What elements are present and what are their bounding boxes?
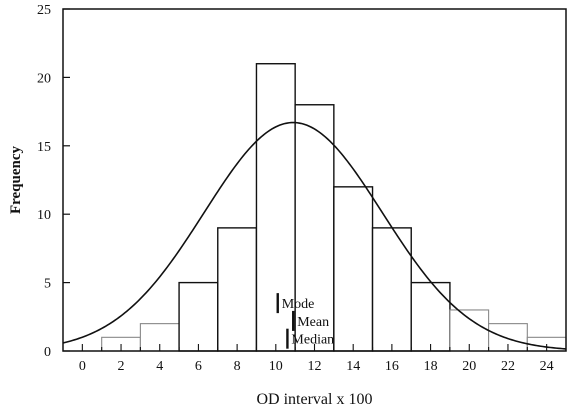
y-tick-label: 20 [37,71,51,86]
histogram-bar-5 [294,104,335,352]
histogram-bar-4 [255,63,296,352]
x-tick-label: 8 [234,359,241,374]
x-tick-label: 20 [462,359,476,374]
annotations: Mode Mean Median [276,293,334,349]
histogram-bar-6 [333,186,374,352]
y-axis-label: Frequency [8,145,24,214]
histogram-bar-7 [371,227,412,352]
x-tick-label: 0 [79,359,86,374]
x-tick-label: 16 [385,359,399,374]
y-axis: 0 5 10 15 20 25 [37,3,70,360]
x-tick-label: 2 [118,359,125,374]
histogram-bar-3 [217,227,258,352]
y-tick-label: 15 [37,140,51,155]
annotation-label: Median [291,333,334,348]
x-tick-label: 4 [156,359,163,374]
normal-curve [62,121,567,350]
x-tick-label: 24 [540,359,554,374]
x-tick-label: 10 [269,359,283,374]
y-tick-label: 0 [44,345,51,360]
annotation-label: Mode [282,297,315,312]
histogram-bar-8 [410,281,451,352]
x-tick-label: 22 [501,359,515,374]
histogram-bar-2 [178,281,219,352]
y-tick-label: 10 [37,208,51,223]
x-tick-label: 14 [346,359,360,374]
annotation-label: Mean [297,315,329,330]
bars [101,63,567,352]
y-tick-label: 5 [44,277,51,292]
x-tick-label: 12 [308,359,322,374]
y-tick-label: 25 [37,3,51,18]
x-axis-label: OD interval x 100 [257,391,373,408]
x-axis: 0 2 4 6 8 10 12 14 16 18 20 22 24 [79,344,554,374]
x-tick-label: 18 [424,359,438,374]
x-tick-label: 6 [195,359,202,374]
